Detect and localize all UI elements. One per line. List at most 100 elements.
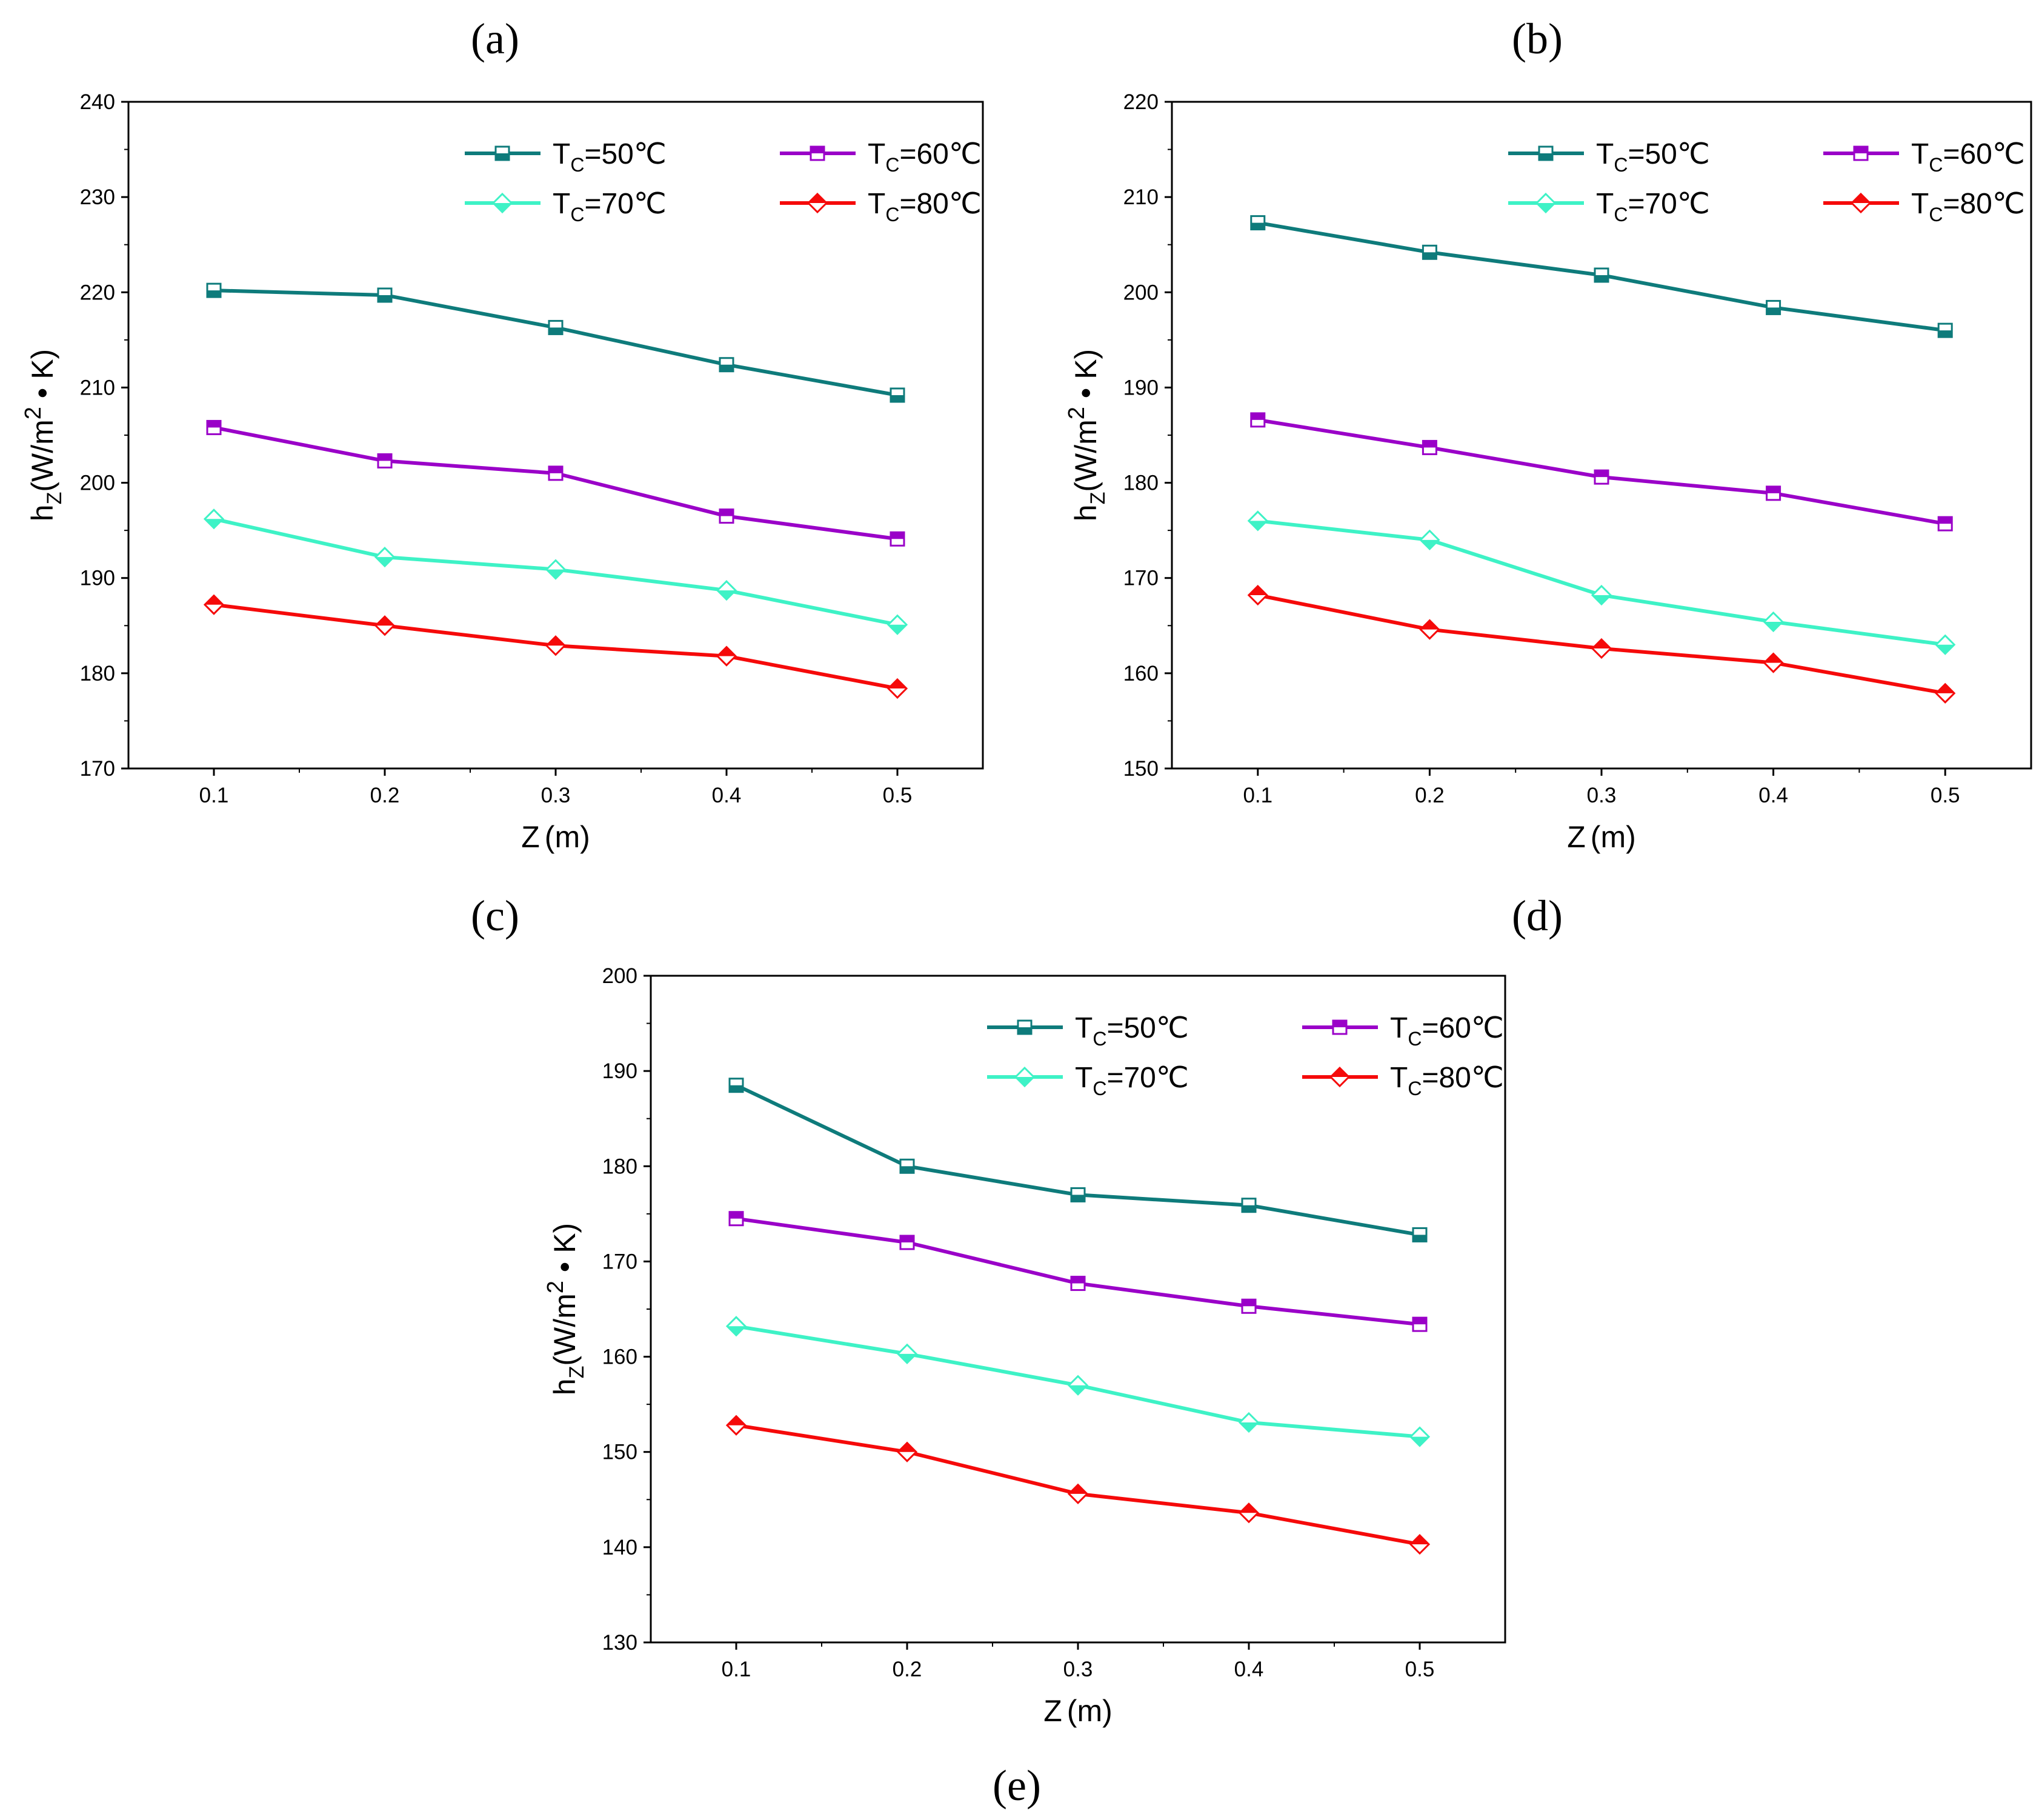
data-point-fill xyxy=(720,509,733,516)
series-2 xyxy=(725,1316,1431,1447)
legend-marker-fill xyxy=(1539,153,1552,160)
legend-label: TC=50℃ xyxy=(553,138,667,176)
data-point-fill xyxy=(888,624,906,634)
series-0 xyxy=(1250,215,1953,338)
data-point-fill xyxy=(205,595,223,605)
y-tick-label: 240 xyxy=(80,90,115,114)
data-point-fill xyxy=(1936,644,1955,654)
data-point-fill xyxy=(547,636,565,646)
series-0 xyxy=(728,1078,1428,1242)
x-tick-label: 0.1 xyxy=(722,1658,751,1681)
data-point-fill xyxy=(1071,1195,1085,1202)
data-point-fill xyxy=(1764,622,1783,631)
data-point-fill xyxy=(727,1416,745,1425)
x-tick-label: 0.4 xyxy=(1234,1658,1264,1681)
y-tick-label: 150 xyxy=(602,1441,637,1464)
data-point-fill xyxy=(730,1085,743,1092)
legend-item: TC=80℃ xyxy=(1823,188,2025,225)
series-1 xyxy=(728,1211,1428,1332)
y-tick-label: 230 xyxy=(80,185,115,209)
y-tick-label: 160 xyxy=(1123,662,1159,685)
data-point-fill xyxy=(1242,1299,1256,1307)
data-point-fill xyxy=(1420,620,1439,630)
x-tick-label: 0.1 xyxy=(1243,784,1272,807)
y-tick-label: 220 xyxy=(80,281,115,304)
data-point-fill xyxy=(549,327,562,335)
legend-marker-fill xyxy=(1854,147,1868,153)
legend-item: TC=70℃ xyxy=(1508,188,1710,225)
data-point-fill xyxy=(717,590,736,600)
data-point-fill xyxy=(1069,1385,1087,1395)
data-point-fill xyxy=(888,679,906,688)
y-tick-label: 180 xyxy=(1123,472,1159,495)
data-point-fill xyxy=(1766,307,1780,315)
y-tick-label: 210 xyxy=(80,376,115,399)
y-tick-label: 190 xyxy=(602,1059,637,1083)
data-point-fill xyxy=(730,1212,743,1219)
data-point-fill xyxy=(1251,413,1265,420)
legend-label: TC=50℃ xyxy=(1075,1012,1189,1050)
series-line xyxy=(213,425,898,541)
data-point-fill xyxy=(207,290,221,298)
legend-label: TC=80℃ xyxy=(868,188,982,225)
data-point-fill xyxy=(207,421,221,428)
legend-marker-fill xyxy=(496,153,509,160)
data-point-fill xyxy=(1595,275,1608,282)
legend-item: TC=50℃ xyxy=(987,1012,1189,1050)
y-tick-label: 200 xyxy=(602,964,637,988)
data-point-fill xyxy=(205,519,223,528)
legend-item: TC=60℃ xyxy=(780,138,982,176)
y-tick-label: 150 xyxy=(1123,757,1159,781)
y-tick-label: 160 xyxy=(602,1345,637,1369)
x-tick-label: 0.5 xyxy=(1931,784,1960,807)
y-tick-label: 220 xyxy=(1123,90,1159,114)
y-tick-label: 170 xyxy=(1123,567,1159,590)
y-tick-label: 140 xyxy=(602,1536,637,1559)
data-point-fill xyxy=(1766,486,1780,493)
data-point-fill xyxy=(1413,1318,1426,1325)
legend-label: TC=80℃ xyxy=(1911,188,2025,225)
legend-marker-fill xyxy=(1537,203,1555,212)
data-point-fill xyxy=(1069,1484,1087,1494)
chart-c: 130 140 150 160 170 180 190 200 0.1 0.2 0.3 0.4 0.5 Z… xyxy=(543,964,1506,1728)
legend-label: TC=60℃ xyxy=(868,138,982,176)
data-point-fill xyxy=(898,1442,916,1452)
y-tick-label: 210 xyxy=(1123,185,1159,209)
x-tick-label: 0.4 xyxy=(712,784,742,807)
y-tick-label: 170 xyxy=(602,1250,637,1273)
legend-label: TC=70℃ xyxy=(1596,188,1710,225)
x-axis-title: Z (m) xyxy=(1043,1694,1113,1728)
y-axis-title: hZ(W/m2 • K) xyxy=(21,349,66,521)
legend-label: TC=60℃ xyxy=(1390,1012,1504,1050)
legend-marker-fill xyxy=(1016,1077,1034,1086)
data-point-fill xyxy=(1420,539,1439,549)
x-tick-label: 0.1 xyxy=(199,784,229,807)
legend-item: TC=70℃ xyxy=(987,1062,1189,1099)
y-axis-title: hZ(W/m2 • K) xyxy=(543,1223,588,1395)
y-axis-title: hZ(W/m2 • K) xyxy=(1064,349,1109,521)
series-0 xyxy=(206,282,905,403)
y-tick-label: 200 xyxy=(80,472,115,495)
y-tick-label: 180 xyxy=(602,1155,637,1178)
series-line xyxy=(213,288,898,397)
data-point-fill xyxy=(727,1326,745,1336)
y-tick-label: 180 xyxy=(80,662,115,685)
series-line xyxy=(735,1084,1420,1237)
data-point-fill xyxy=(378,295,391,302)
data-point-fill xyxy=(1251,222,1265,230)
legend-label: TC=80℃ xyxy=(1390,1062,1504,1099)
data-point-fill xyxy=(1411,1436,1429,1446)
data-point-fill xyxy=(376,616,394,626)
data-point-fill xyxy=(891,395,904,402)
data-point-fill xyxy=(717,647,736,656)
x-tick-label: 0.3 xyxy=(1587,784,1617,807)
y-tick-label: 130 xyxy=(602,1631,637,1655)
data-point-fill xyxy=(1938,330,1952,338)
data-point-fill xyxy=(891,532,904,539)
data-point-fill xyxy=(1938,517,1952,524)
panel-label-e: (e) xyxy=(993,1761,1041,1810)
legend-label: TC=70℃ xyxy=(553,188,667,225)
panel-label-c: (c) xyxy=(471,892,519,940)
data-point-fill xyxy=(720,364,733,372)
